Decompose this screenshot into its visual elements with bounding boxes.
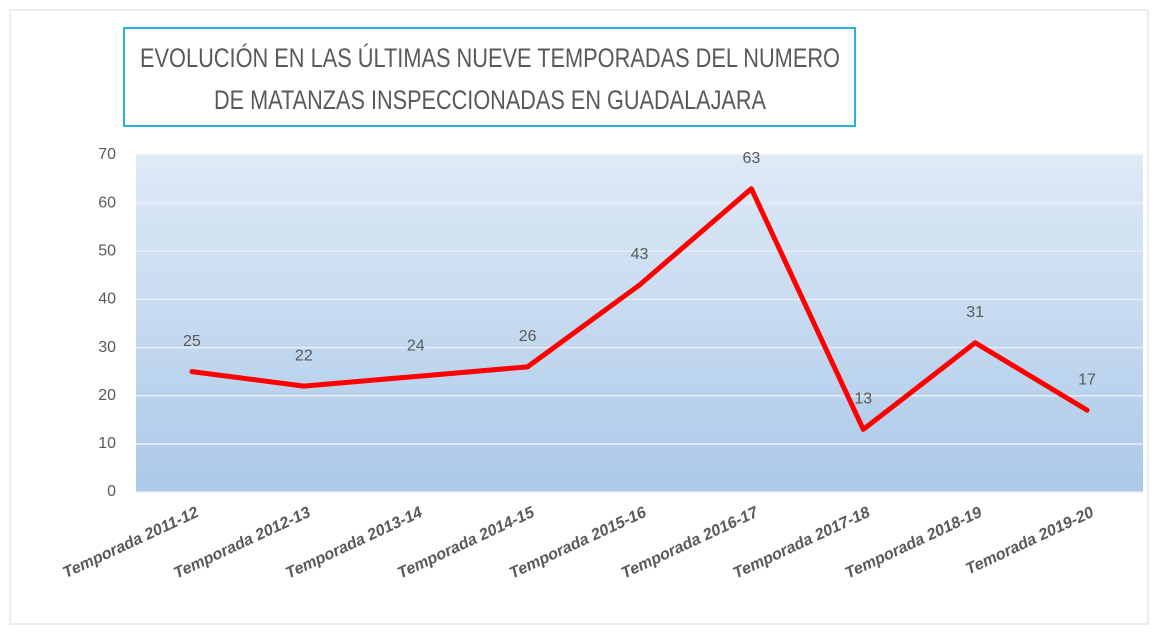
title-box: [123, 27, 856, 127]
data-label: 13: [854, 391, 872, 408]
plot-area: [136, 155, 1143, 492]
chart-title: DE MATANZAS INSPECCIONADAS EN GUADALAJAR…: [214, 85, 766, 115]
data-label: 22: [295, 347, 313, 364]
y-tick-label: 30: [98, 339, 116, 356]
y-tick-label: 50: [98, 243, 116, 260]
y-tick-label: 10: [98, 435, 116, 452]
chart-title: EVOLUCIÓN EN LAS ÚLTIMAS NUEVE TEMPORADA…: [140, 42, 840, 73]
data-label: 43: [631, 246, 649, 263]
data-label: 31: [966, 304, 984, 321]
y-tick-label: 0: [107, 483, 116, 500]
data-label: 17: [1078, 371, 1096, 388]
data-line: [189, 186, 1090, 432]
data-label: 25: [183, 333, 201, 350]
y-tick-label: 40: [98, 291, 116, 308]
y-tick-label: 20: [98, 387, 116, 404]
y-tick-label: 60: [98, 194, 116, 211]
y-tick-label: 70: [98, 146, 116, 163]
data-label: 63: [742, 150, 760, 167]
data-label: 26: [519, 328, 537, 345]
data-label: 24: [407, 338, 425, 355]
